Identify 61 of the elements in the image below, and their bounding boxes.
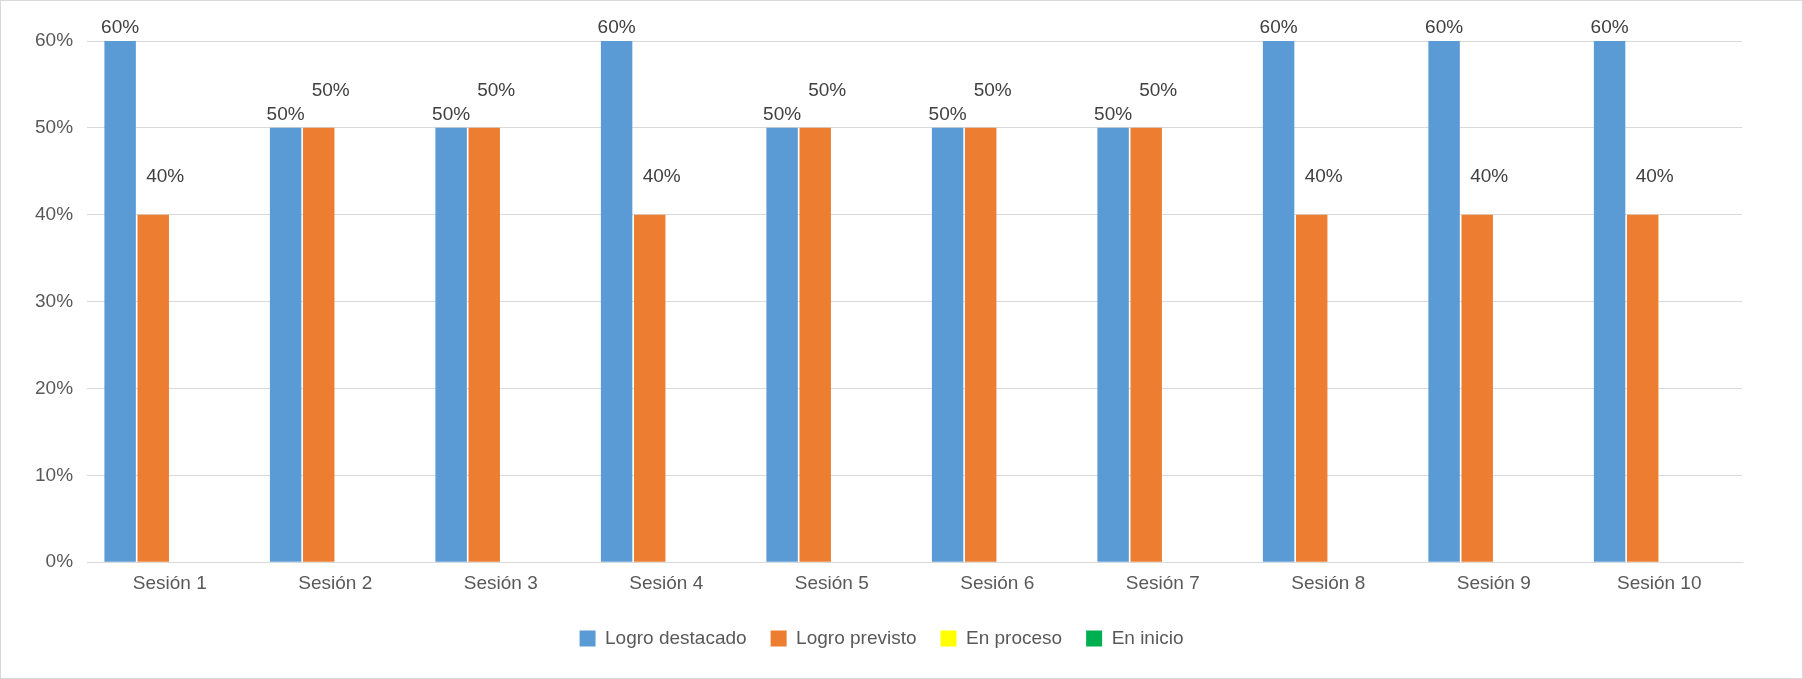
data-label: 60% bbox=[1259, 15, 1298, 37]
data-label: 50% bbox=[973, 78, 1012, 100]
data-label: 40% bbox=[1635, 165, 1674, 187]
legend-label: En proceso bbox=[966, 626, 1063, 648]
bar bbox=[1626, 214, 1659, 562]
bar bbox=[104, 41, 136, 562]
data-label: 40% bbox=[1470, 165, 1509, 187]
y-tick-label: 10% bbox=[35, 463, 74, 485]
data-label: 50% bbox=[1094, 102, 1133, 124]
x-tick-label: Sesión 5 bbox=[794, 571, 869, 593]
x-tick-label: Sesión 9 bbox=[1456, 571, 1531, 593]
legend-label: Logro previsto bbox=[796, 626, 917, 648]
bar bbox=[1262, 41, 1295, 562]
x-tick-label: Sesión 1 bbox=[132, 571, 207, 593]
x-tick-label: Sesión 3 bbox=[463, 571, 538, 593]
data-label: 50% bbox=[311, 78, 350, 100]
legend-label: Logro destacado bbox=[605, 626, 747, 648]
data-label: 50% bbox=[1139, 78, 1178, 100]
x-tick-label: Sesión 8 bbox=[1291, 571, 1366, 593]
bar bbox=[766, 127, 798, 562]
bar bbox=[435, 127, 467, 562]
bar bbox=[799, 127, 831, 562]
bar bbox=[1428, 41, 1460, 562]
data-label: 50% bbox=[266, 102, 305, 124]
data-label: 50% bbox=[477, 78, 516, 100]
data-label: 60% bbox=[1590, 15, 1629, 37]
y-tick-label: 40% bbox=[35, 202, 74, 224]
bar bbox=[269, 127, 302, 562]
x-tick-label: Sesión 7 bbox=[1125, 571, 1200, 593]
y-tick-label: 60% bbox=[35, 29, 74, 51]
bar bbox=[600, 41, 633, 562]
bar bbox=[1130, 127, 1162, 562]
bar bbox=[1593, 41, 1626, 562]
data-label: 50% bbox=[808, 78, 847, 100]
data-label: 60% bbox=[101, 15, 140, 37]
bar bbox=[468, 127, 500, 562]
y-tick-label: 20% bbox=[35, 376, 74, 398]
data-label: 40% bbox=[642, 165, 681, 187]
bar bbox=[1295, 214, 1328, 562]
data-label: 60% bbox=[597, 15, 636, 37]
y-tick-label: 0% bbox=[45, 550, 74, 572]
data-label: 40% bbox=[146, 165, 185, 187]
x-tick-label: Sesión 10 bbox=[1616, 571, 1702, 593]
bar bbox=[964, 127, 997, 562]
data-label: 50% bbox=[928, 102, 967, 124]
y-tick-label: 30% bbox=[35, 289, 74, 311]
bar bbox=[634, 214, 666, 562]
x-tick-label: Sesión 4 bbox=[629, 571, 704, 593]
data-label: 60% bbox=[1425, 15, 1464, 37]
y-tick-label: 50% bbox=[35, 116, 74, 138]
bar bbox=[931, 127, 964, 562]
x-tick-label: Sesión 6 bbox=[960, 571, 1035, 593]
x-tick-label: Sesión 2 bbox=[298, 571, 373, 593]
bar bbox=[137, 214, 169, 562]
bar bbox=[1097, 127, 1129, 562]
bar bbox=[1461, 214, 1493, 562]
data-label: 50% bbox=[432, 102, 471, 124]
data-label: 40% bbox=[1304, 165, 1343, 187]
data-label: 50% bbox=[763, 102, 802, 124]
bar bbox=[303, 127, 335, 562]
legend-label: En inicio bbox=[1111, 626, 1184, 648]
